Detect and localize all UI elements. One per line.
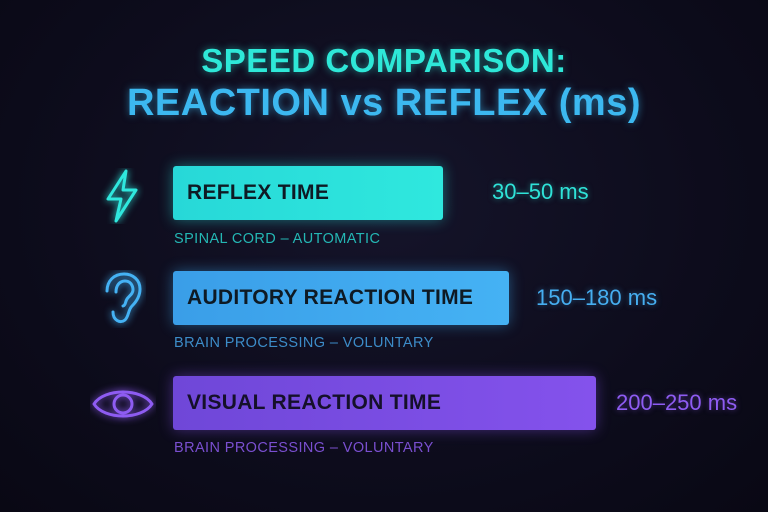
eye-icon bbox=[90, 382, 156, 426]
chart-title-line1: SPEED COMPARISON: bbox=[201, 42, 567, 79]
bar-label-visual: VISUAL REACTION TIME bbox=[187, 391, 442, 414]
bar-auditory: AUDITORY REACTION TIME bbox=[173, 271, 509, 325]
bar-reflex: REFLEX TIME bbox=[173, 166, 443, 220]
chart-title-line2: REACTION vs REFLEX (ms) bbox=[126, 82, 642, 124]
value-label-visual: 200–250 ms bbox=[616, 390, 738, 415]
subtitle-visual: BRAIN PROCESSING – VOLUNTARY bbox=[174, 440, 434, 456]
lightning-icon bbox=[100, 168, 144, 224]
subtitle-auditory: BRAIN PROCESSING – VOLUNTARY bbox=[174, 335, 434, 351]
ear-icon bbox=[100, 270, 146, 328]
bar-label-reflex: REFLEX TIME bbox=[187, 181, 330, 204]
subtitle-reflex: SPINAL CORD – AUTOMATIC bbox=[174, 231, 381, 247]
bar-label-auditory: AUDITORY REACTION TIME bbox=[187, 286, 474, 309]
value-label-reflex: 30–50 ms bbox=[492, 179, 589, 204]
value-label-auditory: 150–180 ms bbox=[536, 285, 658, 310]
bar-visual: VISUAL REACTION TIME bbox=[173, 376, 596, 430]
